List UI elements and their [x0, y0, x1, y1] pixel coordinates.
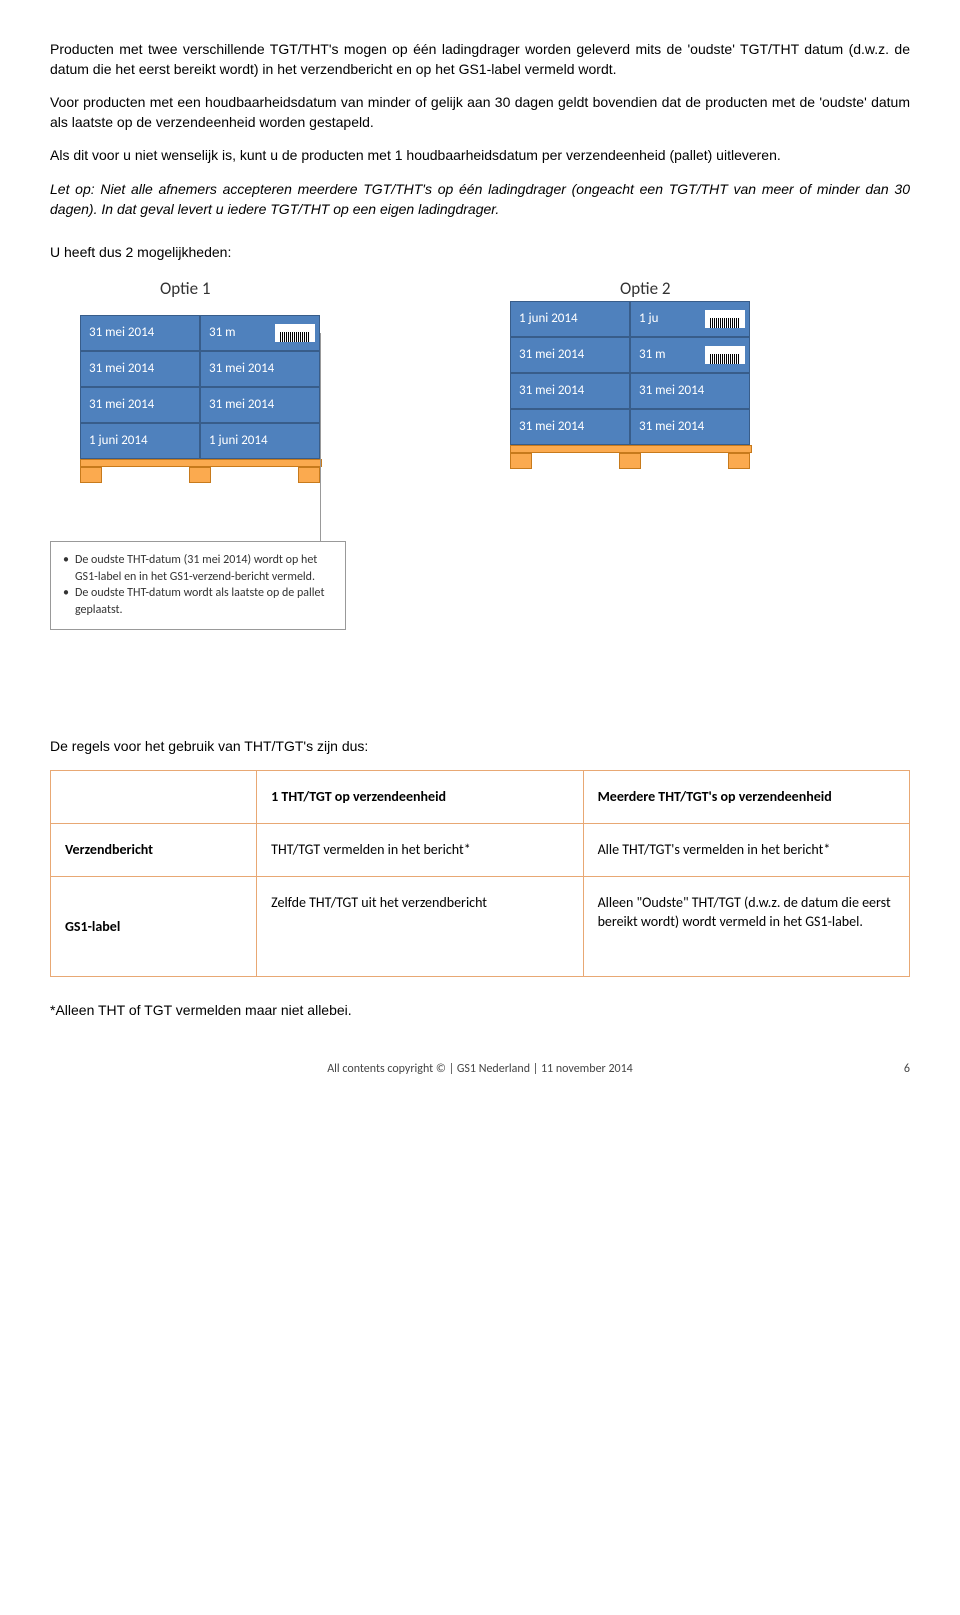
barcode-icon: [275, 324, 315, 342]
pallet-foot: [189, 467, 211, 483]
pallet-box: 31 mei 2014: [80, 351, 200, 387]
table-head-col1: 1 THT/TGT op verzendeenheid: [257, 771, 583, 824]
pallet-box: 31 mei 2014: [510, 373, 630, 409]
table-cell: THT/TGT vermelden in het bericht*: [257, 823, 583, 876]
callout-bullet-1: De oudste THT-datum (31 mei 2014) wordt …: [75, 552, 333, 586]
pallet-box: 1 juni 2014: [80, 423, 200, 459]
pallet-optie2: 1 juni 20141 ju31 mei 201431 m31 mei 201…: [510, 301, 752, 469]
optie1-label: Optie 1: [160, 277, 211, 301]
pallet-foot: [619, 453, 641, 469]
pallet-foot: [728, 453, 750, 469]
pallet-box: 1 ju: [630, 301, 750, 337]
pallet-box: 31 mei 2014: [80, 315, 200, 351]
pallet-optie1: 31 mei 201431 m31 mei 201431 mei 201431 …: [80, 315, 322, 483]
callout-box: •De oudste THT-datum (31 mei 2014) wordt…: [50, 541, 346, 630]
options-heading: U heeft dus 2 mogelijkheden:: [50, 243, 910, 263]
paragraph-1: Producten met twee verschillende TGT/THT…: [50, 40, 910, 79]
table-rowhead-gs1label: GS1-label: [51, 876, 257, 977]
pallet-box: 31 m: [200, 315, 320, 351]
table-rowhead-verzendbericht: Verzendbericht: [51, 823, 257, 876]
barcode-icon: [705, 310, 745, 328]
table-head-col2: Meerdere THT/TGT's op verzendeenheid: [583, 771, 909, 824]
callout-bullet-2: De oudste THT-datum wordt als laatste op…: [75, 585, 333, 619]
pallet-diagram: Optie 1 Optie 2 31 mei 201431 m31 mei 20…: [50, 277, 910, 707]
pallet-box: 31 m: [630, 337, 750, 373]
paragraph-3: Als dit voor u niet wenselijk is, kunt u…: [50, 146, 910, 166]
pallet-box: 31 mei 2014: [630, 373, 750, 409]
table-cell: Zelfde THT/TGT uit het verzendbericht: [257, 876, 583, 977]
pallet-box: 1 juni 2014: [200, 423, 320, 459]
pallet-box: 31 mei 2014: [200, 351, 320, 387]
rules-heading: De regels voor het gebruik van THT/TGT's…: [50, 737, 910, 757]
paragraph-2: Voor producten met een houdbaarheidsdatu…: [50, 93, 910, 132]
pallet-foot: [510, 453, 532, 469]
table-cell: Alleen "Oudste" THT/TGT (d.w.z. de datum…: [583, 876, 909, 977]
pallet-box: 31 mei 2014: [510, 337, 630, 373]
rules-table: 1 THT/TGT op verzendeenheid Meerdere THT…: [50, 770, 910, 977]
table-cell: Alle THT/TGT's vermelden in het bericht*: [583, 823, 909, 876]
pallet-box: 31 mei 2014: [630, 409, 750, 445]
pallet-box: 1 juni 2014: [510, 301, 630, 337]
table-head-empty: [51, 771, 257, 824]
footer-page-number: 6: [904, 1061, 910, 1078]
optie2-label: Optie 2: [620, 277, 671, 301]
pallet-foot: [80, 467, 102, 483]
pallet-box: 31 mei 2014: [200, 387, 320, 423]
footer-copyright: All contents copyright © | GS1 Nederland…: [327, 1062, 633, 1076]
pallet-box: 31 mei 2014: [510, 409, 630, 445]
barcode-icon: [705, 346, 745, 364]
paragraph-4-note: Let op: Niet alle afnemers accepteren me…: [50, 180, 910, 219]
footnote: *Alleen THT of TGT vermelden maar niet a…: [50, 1001, 910, 1021]
page-footer: All contents copyright © | GS1 Nederland…: [50, 1061, 910, 1078]
pallet-box: 31 mei 2014: [80, 387, 200, 423]
pallet-foot: [298, 467, 320, 483]
